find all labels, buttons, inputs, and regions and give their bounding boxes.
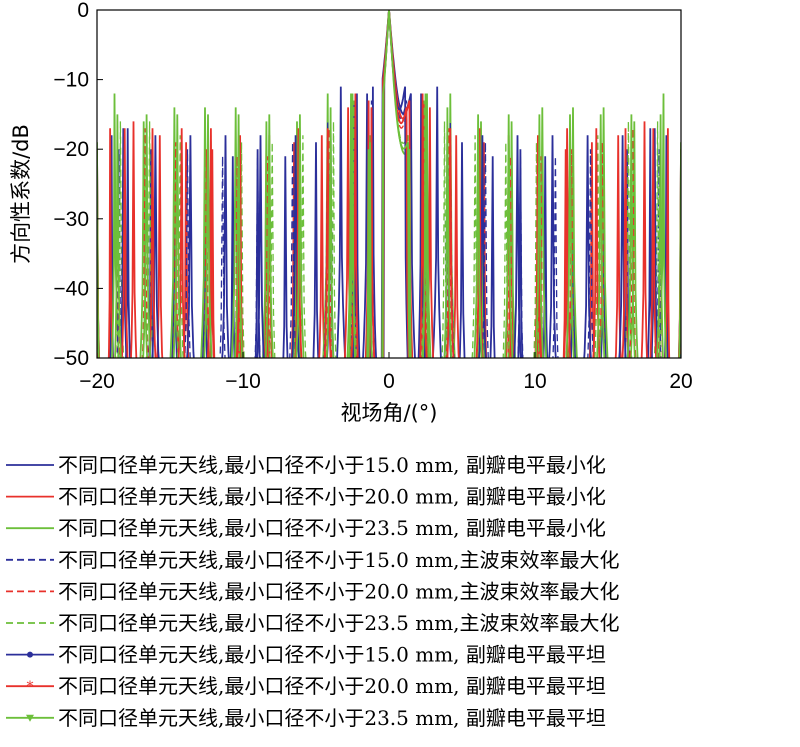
y-tick-label: −50 [53,347,89,370]
legend-marker [27,651,33,658]
x-axis-title: 视场角/(°) [341,401,438,425]
y-tick-label: −40 [53,277,89,300]
legend-item: * 不同口径单元天线,最小口径不小于20.0 mm, 副瓣电平最平坦 [6,674,606,698]
axis-ticks [96,9,682,359]
tick-labels: −20 −10 0 10 20 0 −10 −20 −30 −40 −50 [53,0,692,393]
y-tick-label: −20 [53,138,89,161]
legend-item: 不同口径单元天线,最小口径不小于23.5 mm, 副瓣电平最小化 [6,516,606,540]
legend-label: 不同口径单元天线,最小口径不小于20.0 mm, 副瓣电平最小化 [58,485,606,509]
legend-label: 不同口径单元天线,最小口径不小于15.0 mm, 副瓣电平最小化 [58,453,606,477]
x-tick-label: −10 [225,370,261,393]
legend-item: 不同口径单元天线,最小口径不小于15.0 mm,主波束效率最大化 [6,548,620,572]
legend-label: 不同口径单元天线,最小口径不小于23.5 mm,主波束效率最大化 [58,611,620,635]
legend-label: 不同口径单元天线,最小口径不小于23.5 mm, 副瓣电平最小化 [58,516,606,540]
legend-item: 不同口径单元天线,最小口径不小于20.0 mm, 副瓣电平最小化 [6,485,606,509]
y-tick-label: 0 [77,0,89,22]
x-tick-label: 10 [523,370,546,393]
series-line-2 [97,10,681,358]
legend-label: 不同口径单元天线,最小口径不小于15.0 mm, 副瓣电平最平坦 [58,643,606,667]
y-tick-label: −30 [53,208,89,231]
y-tick-label: −10 [53,69,89,92]
legend-label: 不同口径单元天线,最小口径不小于20.0 mm, 副瓣电平最平坦 [58,674,606,698]
legend: 不同口径单元天线,最小口径不小于15.0 mm, 副瓣电平最小化不同口径单元天线… [6,453,620,730]
legend-item: 不同口径单元天线,最小口径不小于15.0 mm, 副瓣电平最平坦 [6,643,606,667]
legend-item: 不同口径单元天线,最小口径不小于15.0 mm, 副瓣电平最小化 [6,453,606,477]
legend-item: 不同口径单元天线,最小口径不小于23.5 mm, 副瓣电平最平坦 [6,706,606,730]
plot-series-layer [97,10,681,358]
legend-marker: * [27,679,34,695]
legend-item: 不同口径单元天线,最小口径不小于23.5 mm,主波束效率最大化 [6,611,620,635]
legend-label: 不同口径单元天线,最小口径不小于20.0 mm,主波束效率最大化 [58,579,620,603]
x-tick-label: 0 [383,370,395,393]
y-axis-title: 方向性系数/dB [9,124,33,264]
legend-label: 不同口径单元天线,最小口径不小于23.5 mm, 副瓣电平最平坦 [58,706,606,730]
x-tick-label: −20 [79,370,115,393]
legend-label: 不同口径单元天线,最小口径不小于15.0 mm,主波束效率最大化 [58,548,620,572]
legend-marker [26,714,34,722]
x-tick-label: 20 [669,370,692,393]
legend-item: 不同口径单元天线,最小口径不小于20.0 mm,主波束效率最大化 [6,579,620,603]
